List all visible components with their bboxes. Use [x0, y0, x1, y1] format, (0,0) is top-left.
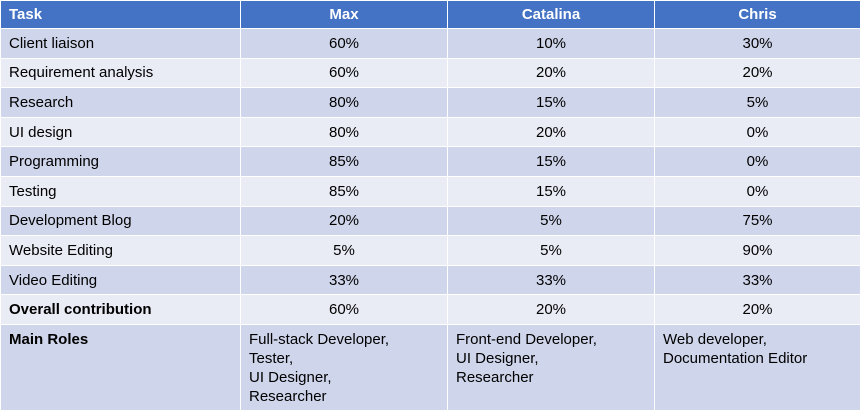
- max-value: 60%: [241, 58, 448, 88]
- role-line: Tester,: [249, 349, 439, 368]
- catalina-roles: Front-end Developer, UI Designer, Resear…: [448, 324, 655, 410]
- chris-value: 30%: [655, 29, 860, 59]
- chris-value: 90%: [655, 236, 860, 266]
- catalina-value: 33%: [448, 265, 655, 295]
- chris-value: 0%: [655, 117, 860, 147]
- catalina-value: 10%: [448, 29, 655, 59]
- catalina-overall: 20%: [448, 295, 655, 325]
- role-line: Documentation Editor: [663, 349, 852, 368]
- chris-overall: 20%: [655, 295, 860, 325]
- max-roles: Full-stack Developer, Tester, UI Designe…: [241, 324, 448, 410]
- table-row: Research 80% 15% 5%: [1, 88, 860, 118]
- table-row: Client liaison 60% 10% 30%: [1, 29, 860, 59]
- max-value: 60%: [241, 29, 448, 59]
- task-cell: Client liaison: [1, 29, 241, 59]
- task-cell: Testing: [1, 176, 241, 206]
- overall-label: Overall contribution: [1, 295, 241, 325]
- header-catalina: Catalina: [448, 1, 655, 29]
- max-value: 80%: [241, 88, 448, 118]
- table-row: UI design 80% 20% 0%: [1, 117, 860, 147]
- max-value: 85%: [241, 176, 448, 206]
- chris-roles: Web developer, Documentation Editor: [655, 324, 860, 410]
- role-line: Web developer,: [663, 330, 852, 349]
- roles-label: Main Roles: [1, 324, 241, 410]
- catalina-value: 20%: [448, 117, 655, 147]
- max-value: 80%: [241, 117, 448, 147]
- task-cell: Research: [1, 88, 241, 118]
- role-line: Full-stack Developer,: [249, 330, 439, 349]
- task-cell: Video Editing: [1, 265, 241, 295]
- max-value: 5%: [241, 236, 448, 266]
- catalina-value: 5%: [448, 206, 655, 236]
- max-value: 20%: [241, 206, 448, 236]
- catalina-value: 15%: [448, 176, 655, 206]
- max-overall: 60%: [241, 295, 448, 325]
- task-cell: Programming: [1, 147, 241, 177]
- role-line: UI Designer,: [456, 349, 646, 368]
- overall-row: Overall contribution 60% 20% 20%: [1, 295, 860, 325]
- header-max: Max: [241, 1, 448, 29]
- chris-value: 0%: [655, 147, 860, 177]
- roles-row: Main Roles Full-stack Developer, Tester,…: [1, 324, 860, 410]
- header-row: Task Max Catalina Chris: [1, 1, 860, 29]
- chris-value: 75%: [655, 206, 860, 236]
- role-line: Front-end Developer,: [456, 330, 646, 349]
- table-row: Website Editing 5% 5% 90%: [1, 236, 860, 266]
- header-task: Task: [1, 1, 241, 29]
- task-cell: UI design: [1, 117, 241, 147]
- catalina-value: 15%: [448, 147, 655, 177]
- catalina-value: 15%: [448, 88, 655, 118]
- role-line: Researcher: [456, 368, 646, 387]
- table-row: Requirement analysis 60% 20% 20%: [1, 58, 860, 88]
- header-chris: Chris: [655, 1, 860, 29]
- role-line: Researcher: [249, 387, 439, 406]
- chris-value: 5%: [655, 88, 860, 118]
- table-row: Testing 85% 15% 0%: [1, 176, 860, 206]
- task-cell: Development Blog: [1, 206, 241, 236]
- task-cell: Requirement analysis: [1, 58, 241, 88]
- table-row: Development Blog 20% 5% 75%: [1, 206, 860, 236]
- table-row: Programming 85% 15% 0%: [1, 147, 860, 177]
- table-row: Video Editing 33% 33% 33%: [1, 265, 860, 295]
- role-line: UI Designer,: [249, 368, 439, 387]
- catalina-value: 5%: [448, 236, 655, 266]
- chris-value: 33%: [655, 265, 860, 295]
- task-cell: Website Editing: [1, 236, 241, 266]
- chris-value: 20%: [655, 58, 860, 88]
- max-value: 33%: [241, 265, 448, 295]
- chris-value: 0%: [655, 176, 860, 206]
- max-value: 85%: [241, 147, 448, 177]
- catalina-value: 20%: [448, 58, 655, 88]
